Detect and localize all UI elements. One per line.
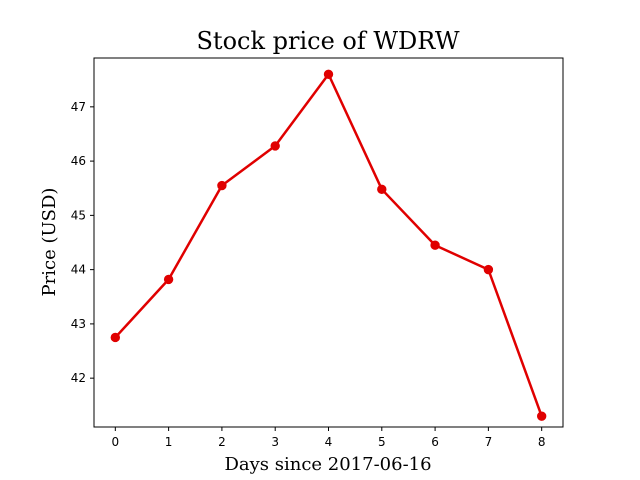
x-tick-label: 7 <box>485 435 493 449</box>
y-tick-label: 45 <box>71 208 86 222</box>
y-tick-label: 44 <box>71 263 86 277</box>
x-axis-label: Days since 2017-06-16 <box>224 454 431 475</box>
series-layer <box>110 69 547 421</box>
y-tick-label: 46 <box>71 154 86 168</box>
data-point <box>430 240 440 250</box>
data-point <box>217 180 227 191</box>
x-tick-label: 8 <box>538 435 546 449</box>
x-tick-label: 3 <box>271 435 279 449</box>
chart-title: Stock price of WDRW <box>196 27 459 55</box>
x-tick-label: 5 <box>378 435 386 449</box>
y-tick-label: 47 <box>71 100 86 114</box>
data-point <box>110 332 121 343</box>
x-tick-label: 2 <box>218 435 226 449</box>
x-tick-label: 6 <box>431 435 439 449</box>
x-tick-label: 1 <box>165 435 173 449</box>
y-axis-label: Price (USD) <box>39 188 60 297</box>
y-tick-label: 43 <box>71 317 86 331</box>
x-axis: 0 1 2 3 4 5 6 7 8 <box>111 427 546 449</box>
series-line <box>114 73 543 418</box>
data-point <box>377 184 387 195</box>
y-axis: 42 43 44 45 46 47 <box>71 100 94 385</box>
data-point <box>483 264 494 275</box>
x-tick-label: 4 <box>325 435 333 449</box>
plot-area-frame <box>93 57 564 428</box>
x-tick-label: 0 <box>111 435 119 449</box>
data-point <box>536 411 547 421</box>
y-tick-label: 42 <box>71 371 86 385</box>
data-point <box>163 274 174 285</box>
data-point <box>270 141 280 151</box>
data-point <box>323 69 334 79</box>
